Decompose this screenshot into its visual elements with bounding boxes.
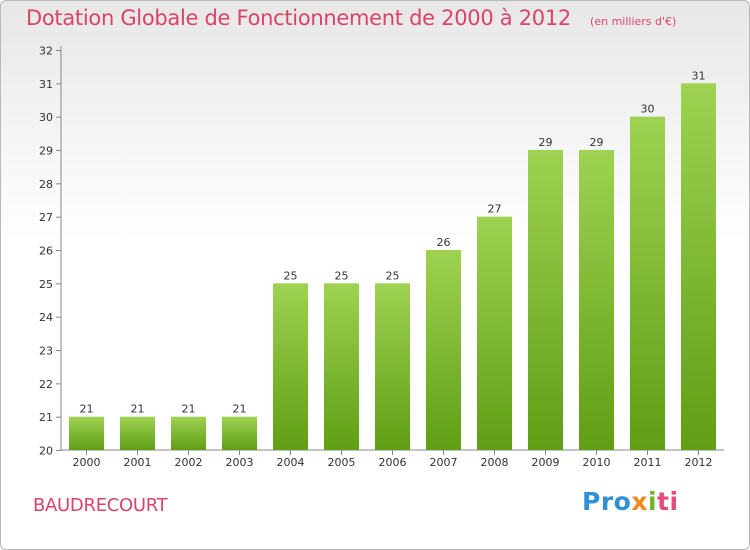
data-label: 25 — [284, 269, 298, 282]
bar — [375, 283, 410, 450]
bar — [528, 150, 563, 450]
data-label: 21 — [131, 403, 145, 416]
x-tick-label: 2007 — [430, 456, 458, 469]
x-tick-label: 2011 — [634, 456, 662, 469]
y-tick-label: 27 — [39, 211, 53, 224]
y-tick-label: 25 — [39, 278, 53, 291]
x-tick-label: 2009 — [532, 456, 560, 469]
bar — [222, 416, 257, 450]
y-tick-label: 32 — [39, 45, 53, 58]
unit-note: (en milliers d'€) — [590, 15, 677, 28]
data-label: 25 — [335, 269, 349, 282]
y-tick-label: 21 — [39, 411, 53, 424]
y-tick-label: 22 — [39, 378, 53, 391]
y-tick-label: 31 — [39, 78, 53, 91]
data-label: 21 — [80, 403, 94, 416]
bar — [579, 150, 614, 450]
data-label: 29 — [590, 136, 604, 149]
x-tick-label: 2004 — [277, 456, 305, 469]
x-tick-label: 2010 — [583, 456, 611, 469]
logo-part-4: ti — [657, 487, 679, 516]
x-tick-label: 2002 — [175, 456, 203, 469]
bar — [324, 283, 359, 450]
bar — [171, 416, 206, 450]
data-labels: 21 21 21 21 25 25 25 26 27 29 29 30 31 — [80, 69, 706, 415]
data-label: 25 — [386, 269, 400, 282]
data-label: 21 — [182, 403, 196, 416]
bar — [477, 216, 512, 450]
x-tick-label: 2005 — [328, 456, 356, 469]
y-tick-label: 20 — [39, 445, 53, 458]
proxiti-logo[interactable]: Proxiti — [582, 487, 679, 516]
chart-title: Dotation Globale de Fonctionnement de 20… — [26, 6, 571, 30]
data-label: 26 — [437, 236, 451, 249]
data-label: 30 — [641, 103, 655, 116]
logo-part-1: Pro — [582, 487, 632, 516]
x-tick-label: 2006 — [379, 456, 407, 469]
x-tick-label: 2008 — [481, 456, 509, 469]
logo-part-2: x — [631, 487, 648, 516]
y-tick-label: 26 — [39, 245, 53, 258]
x-tick-label: 2000 — [73, 456, 101, 469]
x-tick-label: 2001 — [124, 456, 152, 469]
bar — [630, 116, 665, 451]
data-label: 27 — [488, 203, 502, 216]
title-row: Dotation Globale de Fonctionnement de 20… — [26, 6, 676, 30]
bars — [69, 83, 716, 451]
x-tick-label: 2003 — [226, 456, 254, 469]
data-label: 31 — [692, 69, 706, 82]
bar — [681, 83, 716, 450]
y-tick-label: 23 — [39, 345, 53, 358]
bar — [120, 416, 155, 450]
y-tick-label: 30 — [39, 111, 53, 124]
data-label: 29 — [539, 136, 553, 149]
bar — [69, 416, 104, 450]
bar — [273, 283, 308, 450]
x-tick-label: 2012 — [685, 456, 713, 469]
commune-name: BAUDRECOURT — [33, 495, 168, 516]
logo-part-3: i — [647, 487, 658, 516]
y-tick-label: 29 — [39, 145, 53, 158]
data-label: 21 — [233, 403, 247, 416]
y-tick-label: 24 — [39, 311, 53, 324]
bar — [426, 250, 461, 450]
y-tick-label: 28 — [39, 178, 53, 191]
